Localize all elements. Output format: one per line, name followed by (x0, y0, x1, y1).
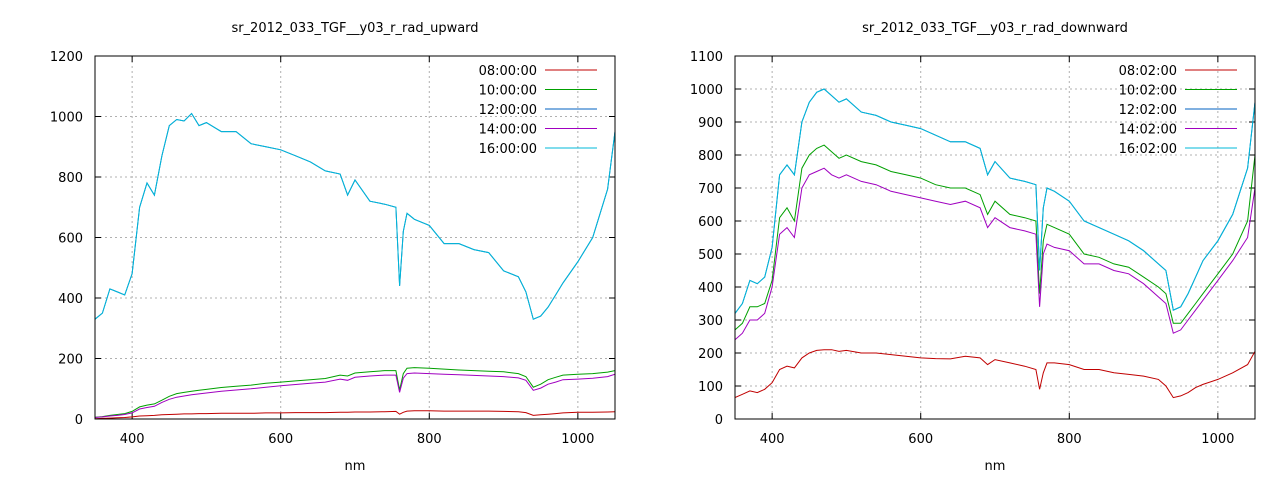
downward-legend-label-2: 12:02:00 (1119, 103, 1177, 118)
downward-ytick-label: 700 (698, 182, 723, 197)
downward-ytick-label: 400 (698, 281, 723, 296)
downward-ytick-label: 300 (698, 314, 723, 329)
downward-legend-label-4: 16:02:00 (1119, 142, 1177, 157)
upward-legend-label-1: 10:00:00 (479, 84, 537, 99)
chart-downward-title: sr_2012_033_TGF__y03_r_rad_downward (862, 21, 1128, 36)
downward-xtick-label: 600 (908, 432, 933, 447)
upward-xtick-label: 400 (120, 432, 145, 447)
downward-ytick-label: 1000 (690, 83, 723, 98)
chart-upward-title: sr_2012_033_TGF__y03_r_rad_upward (231, 21, 478, 36)
downward-plot-frame (734, 55, 1256, 420)
downward-ytick-label: 1100 (690, 50, 723, 65)
downward-xtick-label: 400 (760, 432, 785, 447)
upward-legend-label-4: 16:00:00 (479, 142, 537, 157)
upward-legend-label-2: 12:00:00 (479, 103, 537, 118)
downward-series-line-0 (735, 349, 1255, 399)
upward-ytick-label: 600 (58, 232, 83, 247)
downward-ytick-label: 200 (698, 347, 723, 362)
downward-legend-label-0: 08:02:00 (1119, 64, 1177, 79)
upward-ytick-label: 1000 (50, 111, 83, 126)
upward-legend-label-0: 08:00:00 (479, 64, 537, 79)
chart-downward-xlabel: nm (985, 459, 1006, 474)
upward-ytick-label: 200 (58, 353, 83, 368)
chart-upward-xlabel: nm (345, 459, 366, 474)
upward-xtick-label: 800 (417, 432, 442, 447)
upward-ytick-label: 400 (58, 292, 83, 307)
upward-series-line-1 (95, 367, 615, 418)
upward-ytick-label: 800 (58, 171, 83, 186)
downward-xtick-label: 1000 (1201, 432, 1234, 447)
downward-ytick-label: 500 (698, 248, 723, 263)
downward-legend-label-1: 10:02:00 (1119, 84, 1177, 99)
downward-series-line-1 (735, 144, 1255, 331)
upward-plot-frame (94, 55, 616, 420)
upward-ytick-label: 1200 (50, 50, 83, 65)
downward-ytick-label: 100 (698, 380, 723, 395)
upward-legend-label-3: 14:00:00 (479, 123, 537, 138)
upward-xtick-label: 600 (268, 432, 293, 447)
upward-xtick-label: 1000 (561, 432, 594, 447)
downward-xtick-label: 800 (1057, 432, 1082, 447)
upward-ytick-label: 0 (75, 413, 83, 428)
chart-downward: sr_2012_033_TGF__y03_r_rad_downward nm 4… (690, 21, 1256, 474)
upward-series-line-2 (95, 112, 615, 320)
downward-ytick-label: 600 (698, 215, 723, 230)
upward-series-line-0 (95, 410, 615, 419)
downward-series-line-4 (735, 88, 1255, 314)
chart-upward: sr_2012_033_TGF__y03_r_rad_upward nm 400… (50, 21, 616, 474)
downward-ytick-label: 0 (715, 413, 723, 428)
upward-series-line-4 (95, 112, 615, 320)
downward-ytick-label: 900 (698, 116, 723, 131)
upward-series-line-3 (95, 372, 615, 418)
downward-series-line-3 (735, 167, 1255, 341)
downward-ytick-label: 800 (698, 149, 723, 164)
downward-legend-label-3: 14:02:00 (1119, 123, 1177, 138)
